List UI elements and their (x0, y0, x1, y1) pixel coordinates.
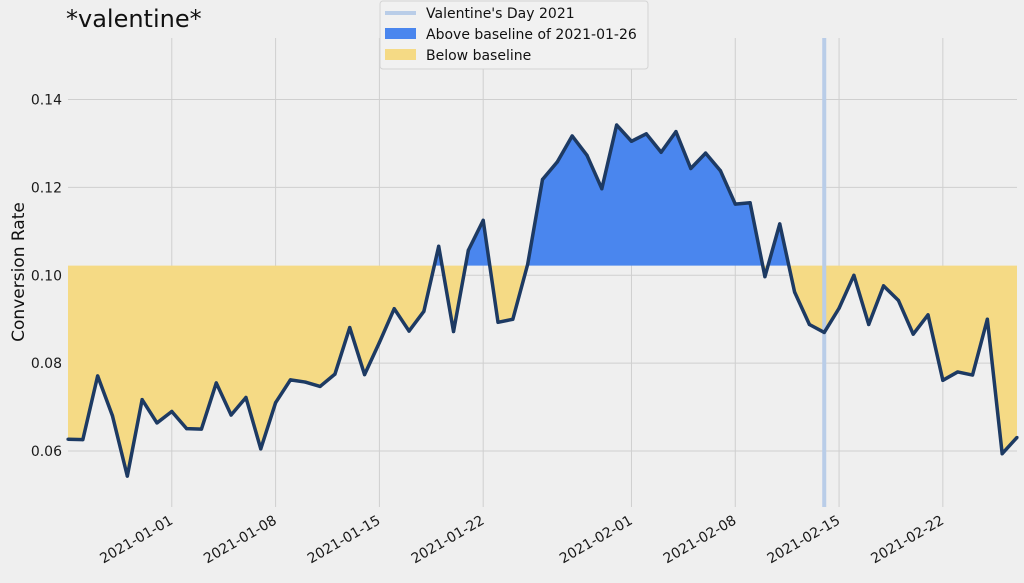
data-point (555, 160, 559, 164)
legend-label-valentine: Valentine's Day 2021 (426, 6, 575, 22)
data-point (511, 317, 515, 321)
data-point (674, 129, 678, 134)
above-baseline-area (768, 223, 789, 266)
data-point (407, 329, 411, 333)
x-tick-label: 2021-01-22 (409, 513, 487, 568)
data-point (362, 372, 367, 377)
x-axis: 2021-01-01 2021-01-08 2021-01-15 2021-01-22… (97, 513, 947, 568)
data-point (185, 427, 189, 431)
below-baseline-area (489, 265, 528, 323)
data-point (437, 244, 441, 248)
data-point (96, 374, 100, 378)
data-point (911, 332, 915, 336)
data-point (837, 306, 841, 310)
data-point (985, 317, 989, 321)
y-tick-label: 0.06 (31, 444, 62, 460)
data-point (66, 437, 70, 441)
x-tick-label: 2021-02-15 (765, 513, 843, 568)
below-baseline-area (788, 265, 1017, 454)
x-tick-label: 2021-01-08 (201, 513, 279, 568)
data-point (970, 373, 975, 377)
data-point (807, 322, 812, 327)
data-point (229, 413, 233, 417)
data-point (718, 169, 723, 173)
y-tick-label: 0.14 (31, 93, 62, 109)
legend-label-below: Below baseline (426, 48, 531, 64)
data-point (748, 201, 752, 205)
y-tick-label: 0.10 (31, 268, 62, 284)
data-point (333, 372, 337, 376)
data-point (956, 370, 960, 374)
data-point (288, 378, 293, 382)
data-point (570, 134, 574, 138)
data-point (170, 409, 174, 414)
data-point (896, 298, 900, 302)
data-point (155, 421, 159, 425)
data-point (318, 384, 322, 389)
data-point (733, 202, 737, 206)
below-baseline-area (68, 265, 435, 477)
data-point (867, 322, 871, 327)
data-point (259, 447, 263, 451)
data-point (659, 150, 663, 154)
data-point (392, 307, 396, 311)
data-point (629, 139, 634, 143)
data-point (526, 262, 530, 266)
data-point (615, 123, 619, 127)
data-point (644, 132, 648, 136)
data-point (377, 340, 381, 345)
legend-box (379, 0, 649, 70)
data-point (273, 401, 278, 405)
x-tick-label: 2021-02-08 (661, 513, 739, 568)
data-point (451, 329, 456, 334)
legend-label-above: Above baseline of 2021-01-26 (426, 27, 637, 43)
y-axis: 0.06 0.08 0.10 0.12 0.14 (31, 93, 62, 461)
x-tick-label: 2021-01-01 (97, 513, 175, 568)
x-tick-label: 2021-02-01 (557, 513, 635, 568)
data-point (585, 153, 589, 157)
y-tick-label: 0.12 (31, 180, 62, 196)
data-point (199, 427, 204, 431)
data-point (763, 275, 767, 279)
data-point (852, 273, 856, 277)
data-point (926, 313, 930, 317)
baseline-fills (68, 125, 1017, 477)
data-point (125, 474, 129, 478)
data-point (244, 395, 248, 400)
data-point (140, 398, 144, 402)
data-point (303, 380, 307, 384)
y-axis-label: Conversion Rate (9, 202, 29, 342)
data-point (941, 378, 945, 382)
data-point (496, 320, 500, 324)
data-point (792, 290, 797, 294)
data-point (481, 218, 485, 222)
data-point (1015, 435, 1019, 440)
below-baseline-area (442, 265, 466, 332)
data-point (348, 325, 352, 330)
data-point (1000, 452, 1004, 456)
x-tick-label: 2021-01-15 (305, 513, 383, 568)
data-point (110, 414, 115, 418)
data-point (704, 151, 708, 155)
y-tick-label: 0.08 (31, 356, 62, 372)
legend-swatch-above (385, 28, 416, 39)
chart-title: *valentine* (66, 5, 202, 33)
above-baseline-area (527, 125, 763, 266)
data-point (689, 166, 693, 171)
data-point (540, 177, 545, 182)
data-point (81, 438, 85, 442)
series-layer (66, 123, 1019, 478)
data-point (822, 330, 826, 335)
data-point (214, 381, 218, 385)
data-point (778, 222, 782, 226)
data-point (422, 309, 426, 313)
data-point (600, 187, 604, 191)
data-point (466, 248, 470, 252)
legend: Valentine's Day 2021 Above baseline of 2… (379, 0, 649, 70)
legend-swatch-below (385, 49, 416, 60)
x-tick-label: 2021-02-22 (868, 513, 946, 568)
data-point (881, 284, 886, 288)
